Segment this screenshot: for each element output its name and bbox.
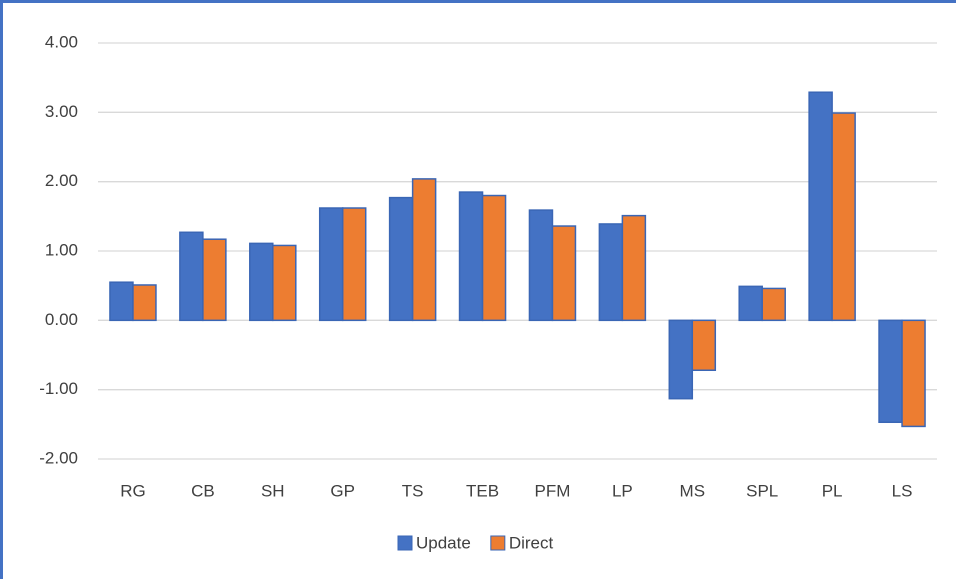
legend-swatch: [397, 535, 413, 551]
x-tick-label: TS: [402, 481, 424, 500]
x-tick-label: SH: [261, 481, 285, 500]
y-tick-label: 2.00: [45, 171, 78, 190]
bar: [808, 91, 833, 322]
x-tick-label: CB: [191, 481, 215, 500]
legend-label: Update: [416, 533, 471, 552]
bar: [691, 319, 717, 372]
legend-label: Direct: [509, 533, 554, 552]
bar: [341, 207, 367, 322]
x-tick-label: PL: [822, 481, 843, 500]
y-tick-label: -1.00: [39, 379, 78, 398]
y-tick-label: 0.00: [45, 310, 78, 329]
bar: [388, 196, 414, 322]
x-tick-label: LP: [612, 481, 633, 500]
bar: [109, 281, 134, 322]
bar: [878, 319, 903, 424]
bar: [831, 112, 856, 322]
bar: [481, 194, 507, 322]
bar: [528, 209, 554, 322]
y-tick-label: -2.00: [39, 448, 78, 467]
bar: [621, 214, 647, 322]
bar: [458, 191, 484, 322]
x-tick-label: TEB: [466, 481, 499, 500]
bar: [272, 244, 297, 322]
bar: [411, 178, 437, 322]
bar: [738, 285, 763, 322]
x-tick-label: RG: [120, 481, 146, 500]
y-tick-label: 4.00: [45, 32, 78, 51]
x-tick-label: MS: [680, 481, 706, 500]
bar: [668, 319, 694, 400]
bar: [901, 319, 926, 428]
x-tick-label: PFM: [535, 481, 571, 500]
bar: [179, 231, 204, 322]
y-tick-label: 1.00: [45, 240, 78, 259]
x-tick-label: GP: [330, 481, 355, 500]
bar: [761, 287, 786, 322]
bar: [318, 207, 344, 322]
y-tick-label: 3.00: [45, 102, 78, 121]
bar: [132, 284, 157, 322]
bar: [202, 238, 227, 322]
bar: [551, 225, 577, 322]
bar: [249, 242, 274, 322]
x-tick-label: LS: [892, 481, 913, 500]
x-tick-label: SPL: [746, 481, 778, 500]
legend-swatch: [490, 535, 506, 551]
bar: [598, 223, 624, 322]
